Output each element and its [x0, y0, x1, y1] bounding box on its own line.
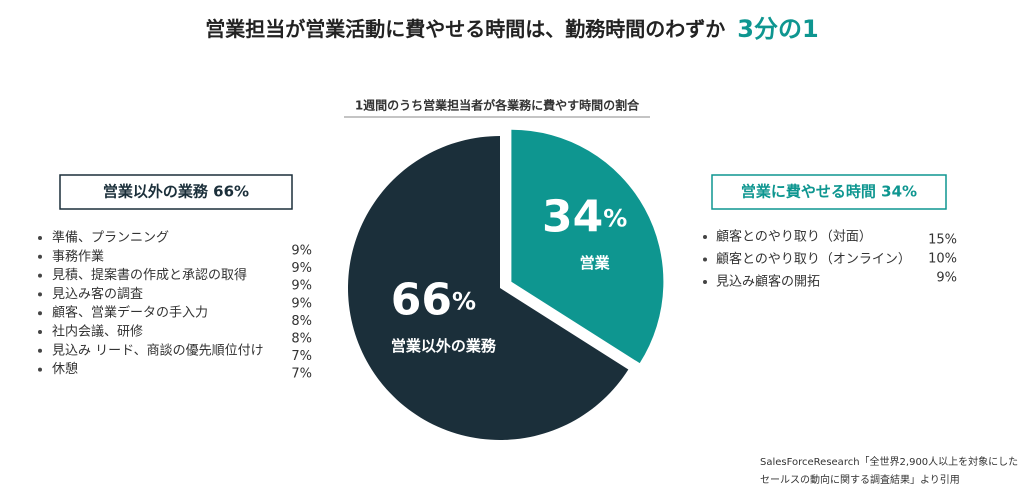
- pie-slice: [511, 129, 664, 364]
- bullet: [38, 254, 42, 259]
- bullet: [703, 280, 707, 284]
- item-label: 社内会議、研修: [52, 324, 143, 340]
- bullet: [703, 257, 707, 262]
- bullet: [38, 311, 42, 316]
- item-value: 9%: [291, 279, 312, 294]
- item-value: 10%: [928, 252, 957, 267]
- bullet: [38, 292, 42, 297]
- item-value: 15%: [928, 233, 957, 248]
- bullet: [38, 273, 42, 278]
- item-label: 準備、プランニング: [52, 230, 169, 246]
- item-value: 7%: [291, 349, 312, 364]
- item-label: 顧客、営業データの手入力: [52, 305, 208, 321]
- item-label: 休憩: [52, 361, 78, 377]
- item-value: 9%: [291, 261, 312, 276]
- title-highlight: 3分の1: [737, 15, 818, 43]
- slice-label: 営業以外の業務: [391, 337, 497, 355]
- item-value: 9%: [291, 296, 312, 311]
- item-label: 見込み リード、商談の優先順位付け: [52, 342, 264, 358]
- slice-value-unit: %: [603, 204, 627, 232]
- item-label: 見積、提案書の作成と承認の取得: [52, 267, 247, 283]
- item-label: 顧客とのやり取り（オンライン）: [716, 251, 911, 267]
- slice-value: 34%: [542, 191, 627, 242]
- item-label: 見込み客の調査: [52, 286, 143, 302]
- right-box: [711, 174, 947, 210]
- title-text: 営業担当が営業活動に費やせる時間は、勤務時間のわずか: [205, 17, 725, 41]
- bullet: [38, 348, 42, 353]
- source-note: セールスの動向に関する調査結果」より引用: [760, 473, 960, 486]
- bullet: [38, 330, 42, 334]
- item-value: 9%: [291, 244, 312, 259]
- bullet: [703, 235, 707, 239]
- item-value: 9%: [936, 271, 957, 286]
- item-label: 顧客とのやり取り（対面）: [716, 229, 872, 245]
- slice-value: 66%: [391, 275, 476, 326]
- source-note: SalesForceResearch「全世界2,900人以上を対象にした: [760, 455, 1018, 468]
- slice-value-number: 34: [542, 191, 603, 242]
- slice-value-unit: %: [452, 288, 476, 316]
- pie-slice: [347, 135, 629, 440]
- item-label: 見込み顧客の開拓: [716, 274, 820, 290]
- subtitle: 1週間のうち営業担当者が各業務に費やす時間の割合: [355, 98, 640, 113]
- left-box: [59, 174, 293, 210]
- group-heading: 営業に費やせる時間 34%: [741, 183, 917, 201]
- item-label: 事務作業: [52, 248, 104, 264]
- bullet: [38, 236, 42, 240]
- title: 営業担当が営業活動に費やせる時間は、勤務時間のわずか 3分の1: [205, 15, 818, 43]
- item-value: 8%: [291, 314, 312, 329]
- slice-label: 営業: [580, 254, 611, 272]
- item-value: 7%: [291, 367, 312, 382]
- slice-value-number: 66: [391, 275, 452, 326]
- bullet: [38, 367, 42, 372]
- item-value: 8%: [291, 332, 312, 347]
- group-heading: 営業以外の業務 66%: [103, 183, 249, 201]
